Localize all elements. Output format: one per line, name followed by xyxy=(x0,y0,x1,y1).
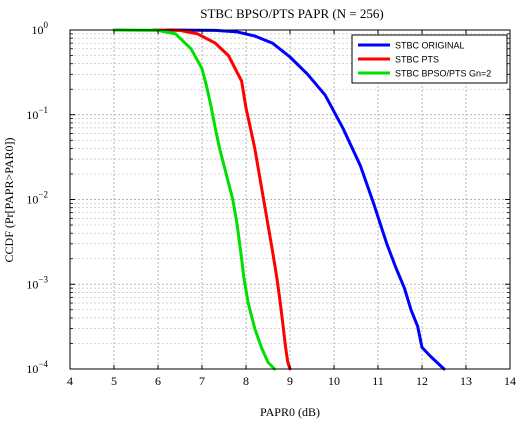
x-tick-label: 6 xyxy=(155,374,161,388)
x-tick-label: 12 xyxy=(416,374,428,388)
y-tick-label: 10−1 xyxy=(26,105,48,122)
series-line-2 xyxy=(152,28,292,371)
x-tick-label: 9 xyxy=(287,374,293,388)
x-tick-label: 5 xyxy=(111,374,117,388)
tick-marks xyxy=(69,29,511,370)
y-tick-label: 10−3 xyxy=(26,274,48,291)
series-layer xyxy=(112,28,446,371)
x-tick-label: 10 xyxy=(328,374,340,388)
legend-label-3: STBC BPSO/PTS Gn=2 xyxy=(395,69,491,79)
x-tick-label: 14 xyxy=(504,374,516,388)
series-line-1 xyxy=(165,28,446,371)
grid xyxy=(70,30,510,369)
series-line-3 xyxy=(112,28,277,371)
y-tick-label: 10−4 xyxy=(26,359,48,376)
y-axis-label: CCDF (Pr[PAPR>PAR0]) xyxy=(2,138,16,263)
x-tick-label: 4 xyxy=(67,374,73,388)
x-tick-label: 8 xyxy=(243,374,249,388)
x-tick-label: 7 xyxy=(199,374,205,388)
x-axis-label: PAPR0 (dB) xyxy=(260,405,320,419)
x-tick-labels: 4 5 6 7 8 9 10 11 12 13 14 xyxy=(67,374,516,388)
x-tick-label: 13 xyxy=(460,374,472,388)
x-tick-label: 11 xyxy=(372,374,384,388)
legend-label-2: STBC PTS xyxy=(395,55,439,65)
y-tick-label: 10−2 xyxy=(26,190,48,207)
legend: STBC ORIGINAL STBC PTS STBC BPSO/PTS Gn=2 xyxy=(351,34,508,84)
y-tick-labels: 100 10−1 10−2 10−3 10−4 xyxy=(26,20,48,376)
legend-label-1: STBC ORIGINAL xyxy=(395,41,465,51)
chart-title: STBC BPSO/PTS PAPR (N = 256) xyxy=(200,6,384,21)
y-tick-label: 100 xyxy=(32,20,49,37)
